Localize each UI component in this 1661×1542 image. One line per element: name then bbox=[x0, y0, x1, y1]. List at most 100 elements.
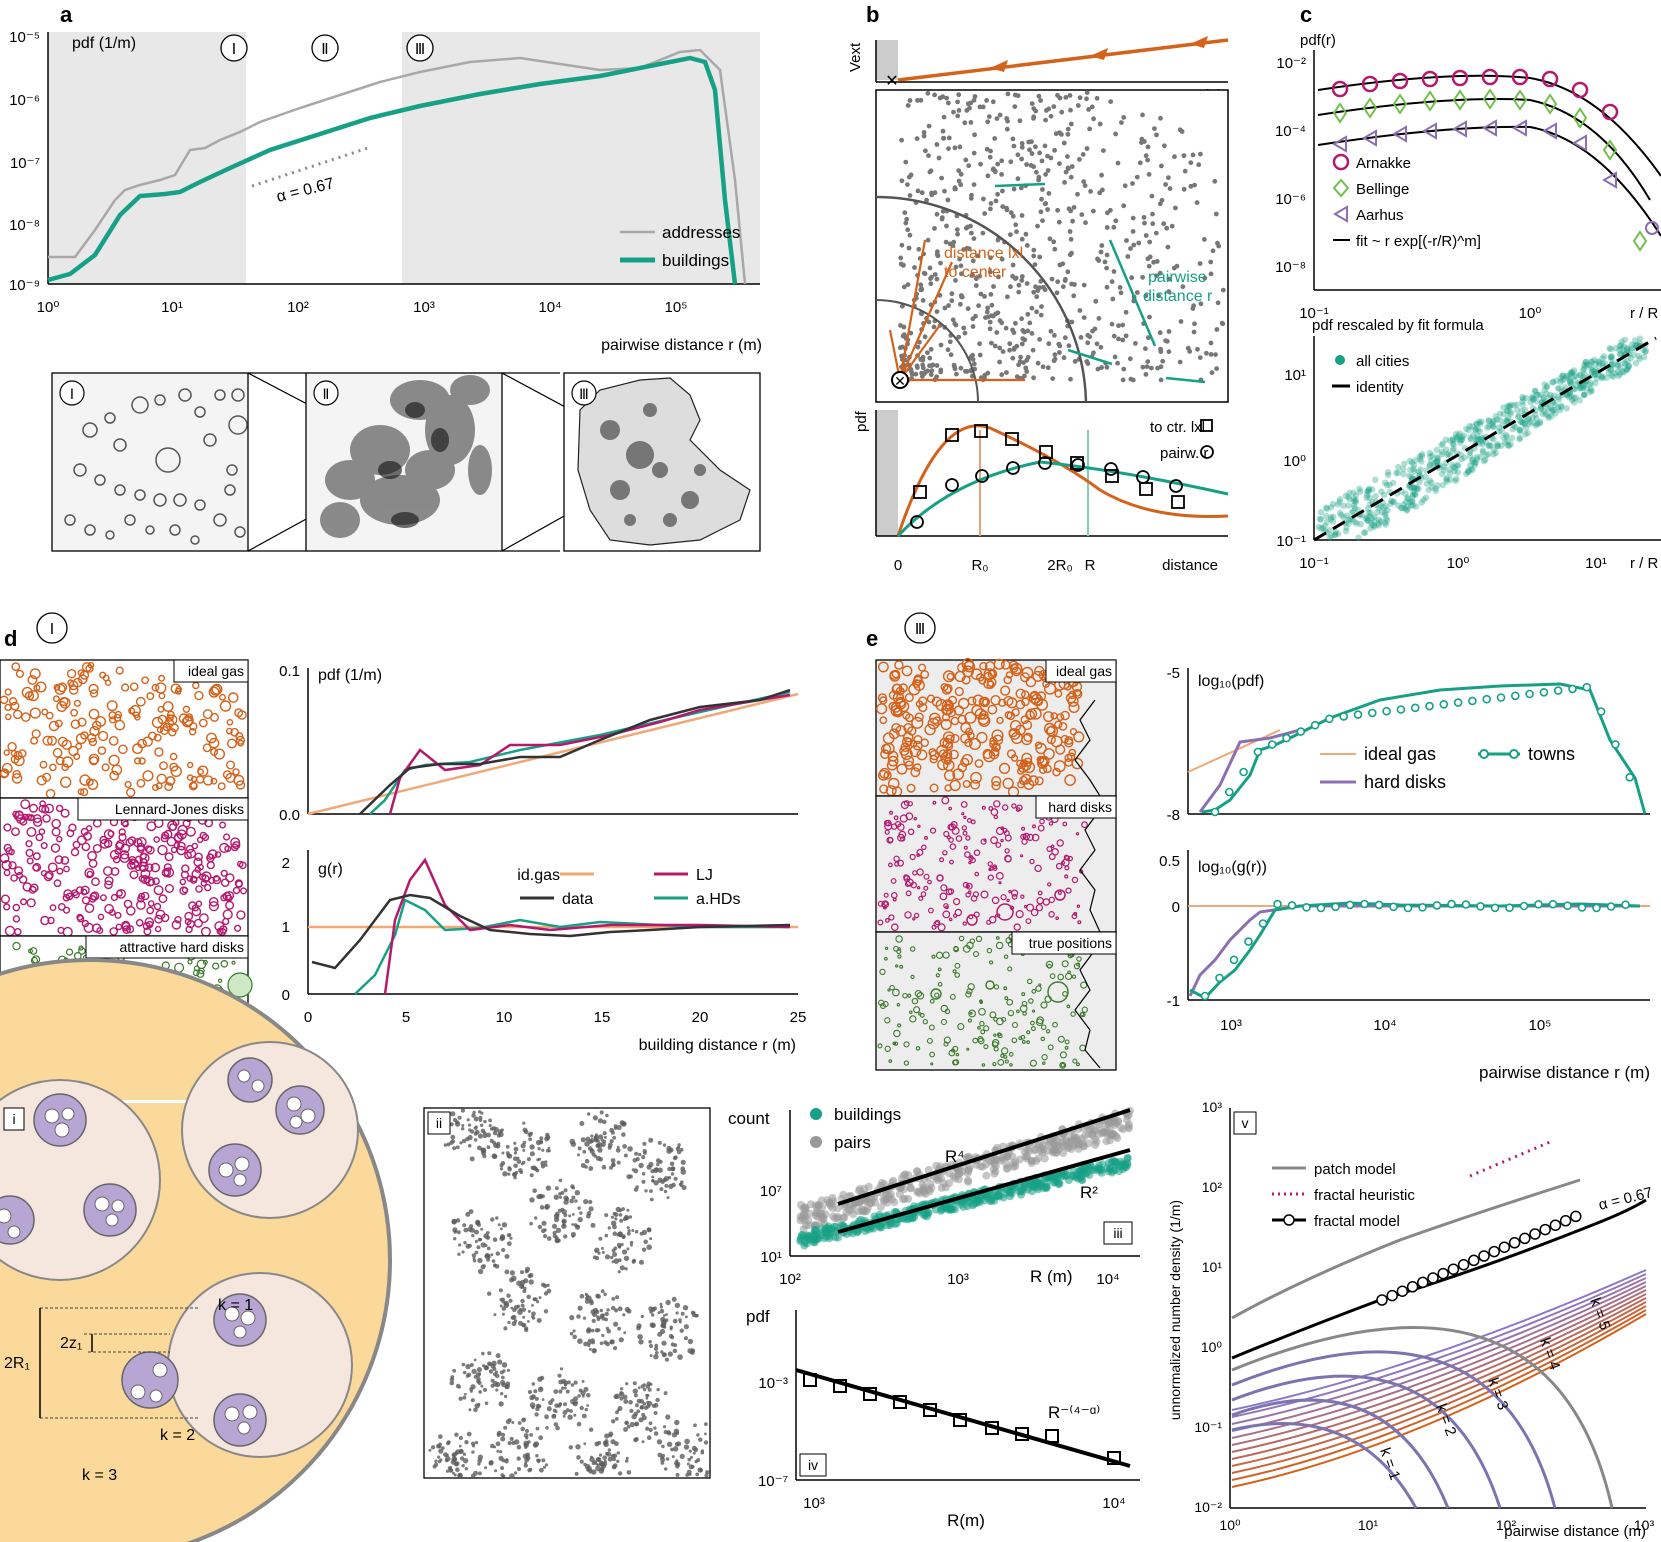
marker bbox=[1021, 360, 1026, 365]
marker bbox=[1586, 361, 1593, 369]
marker bbox=[679, 1147, 684, 1152]
marker bbox=[193, 918, 203, 928]
marker bbox=[527, 1468, 532, 1473]
marker bbox=[1339, 712, 1348, 721]
marker bbox=[1202, 237, 1207, 242]
marker bbox=[666, 1148, 672, 1154]
marker bbox=[649, 1197, 654, 1202]
marker bbox=[591, 1340, 595, 1345]
marker bbox=[521, 1417, 526, 1423]
marker bbox=[938, 260, 943, 266]
marker bbox=[209, 684, 221, 696]
marker bbox=[993, 198, 999, 204]
marker bbox=[946, 100, 951, 106]
marker bbox=[1068, 121, 1074, 127]
marker bbox=[1031, 116, 1036, 121]
marker bbox=[972, 132, 977, 138]
marker bbox=[450, 1468, 454, 1472]
marker bbox=[968, 223, 973, 229]
marker bbox=[1451, 69, 1469, 87]
marker bbox=[211, 683, 223, 695]
marker bbox=[477, 1462, 481, 1466]
marker bbox=[1077, 157, 1082, 162]
marker bbox=[1447, 437, 1454, 444]
marker bbox=[1616, 351, 1624, 358]
marker bbox=[605, 1113, 609, 1118]
marker bbox=[1484, 424, 1491, 431]
marker bbox=[937, 1174, 945, 1183]
marker bbox=[631, 1414, 637, 1420]
marker bbox=[617, 1258, 622, 1263]
marker bbox=[1620, 343, 1628, 350]
marker bbox=[452, 1227, 458, 1233]
marker bbox=[136, 837, 147, 848]
marker bbox=[495, 1144, 501, 1149]
marker bbox=[1024, 369, 1030, 374]
marker bbox=[1192, 182, 1197, 188]
marker bbox=[947, 241, 953, 247]
d-ytick: 0.0 bbox=[279, 807, 300, 824]
marker bbox=[1071, 293, 1077, 299]
marker bbox=[4, 703, 12, 712]
marker bbox=[1510, 402, 1518, 409]
marker bbox=[43, 871, 53, 882]
marker bbox=[65, 948, 74, 956]
marker bbox=[667, 1431, 672, 1436]
marker bbox=[1069, 281, 1074, 287]
marker bbox=[162, 722, 171, 732]
marker bbox=[138, 757, 146, 765]
marker bbox=[976, 1162, 985, 1171]
marker bbox=[194, 852, 203, 862]
f-sub-ii: ii bbox=[423, 1107, 711, 1479]
marker bbox=[1568, 369, 1576, 377]
legend-ahd: a.HDs bbox=[696, 891, 740, 908]
marker bbox=[1134, 174, 1140, 180]
marker bbox=[191, 842, 199, 850]
marker bbox=[1533, 415, 1540, 422]
marker bbox=[184, 918, 192, 926]
marker bbox=[169, 752, 178, 761]
marker bbox=[547, 1146, 551, 1150]
marker bbox=[577, 1338, 583, 1344]
marker bbox=[984, 309, 990, 315]
marker bbox=[1169, 223, 1175, 229]
marker bbox=[1473, 436, 1480, 443]
marker bbox=[571, 1213, 575, 1216]
marker bbox=[1553, 686, 1563, 695]
marker bbox=[956, 108, 962, 113]
marker bbox=[932, 92, 937, 98]
marker bbox=[612, 1224, 617, 1230]
marker bbox=[572, 1334, 577, 1340]
marker bbox=[611, 1464, 617, 1470]
marker bbox=[944, 95, 949, 101]
marker bbox=[514, 1471, 518, 1475]
marker bbox=[599, 1341, 604, 1346]
marker bbox=[1197, 261, 1203, 266]
marker bbox=[1500, 410, 1507, 418]
marker bbox=[1084, 359, 1090, 364]
marker bbox=[1023, 1145, 1032, 1154]
marker bbox=[1595, 358, 1602, 365]
marker bbox=[465, 1374, 470, 1378]
marker bbox=[1474, 435, 1482, 443]
legend-all-cities: all cities bbox=[1356, 353, 1409, 370]
marker bbox=[473, 1116, 479, 1122]
marker bbox=[1490, 436, 1497, 443]
marker bbox=[613, 1212, 619, 1217]
marker bbox=[1027, 320, 1033, 326]
addresses-curve bbox=[48, 48, 747, 285]
marker bbox=[1412, 490, 1419, 498]
marker bbox=[165, 776, 176, 786]
marker bbox=[1495, 428, 1503, 435]
marker bbox=[989, 340, 994, 346]
marker bbox=[1350, 495, 1358, 502]
marker bbox=[1120, 322, 1126, 328]
marker bbox=[1452, 120, 1467, 138]
marker bbox=[1496, 417, 1504, 424]
legend-identity: identity bbox=[1356, 379, 1404, 396]
marker bbox=[132, 743, 143, 755]
marker bbox=[614, 1126, 618, 1131]
marker bbox=[88, 859, 98, 868]
marker bbox=[1522, 424, 1530, 432]
marker bbox=[1377, 503, 1384, 510]
